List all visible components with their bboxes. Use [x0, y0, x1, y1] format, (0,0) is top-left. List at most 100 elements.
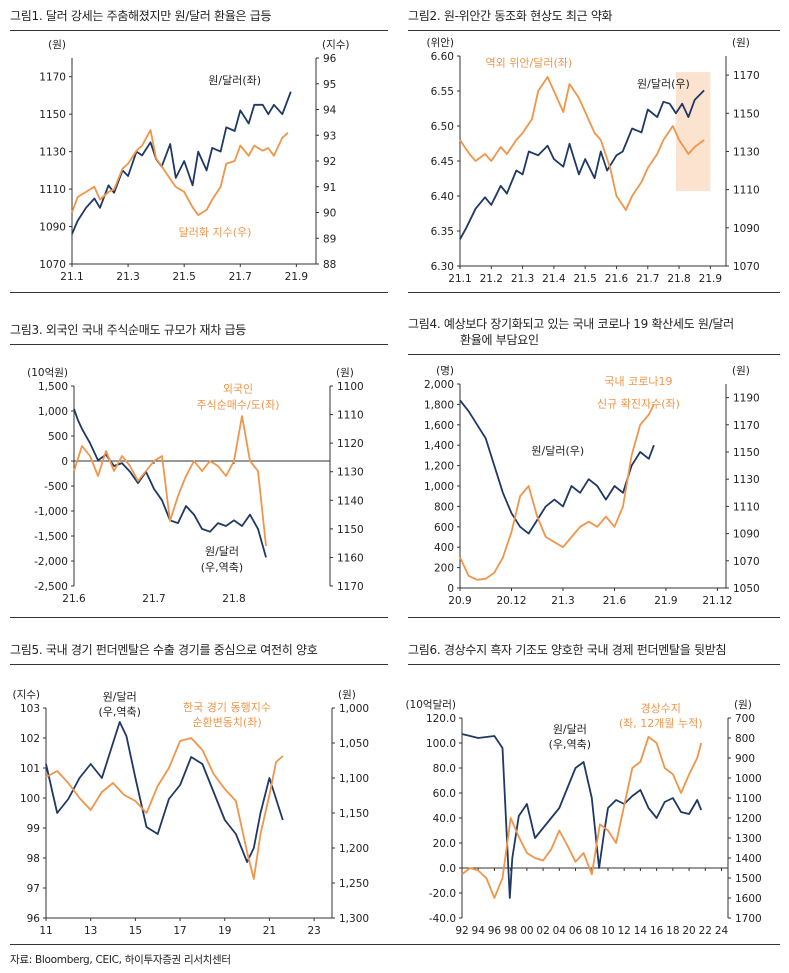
right-tick-label: 1,250	[339, 878, 369, 890]
right-unit-label: (원)	[336, 367, 354, 379]
series-label: 원/달러	[103, 691, 137, 704]
right-tick-label: 1100	[337, 381, 364, 393]
right-tick-label: 700	[735, 713, 755, 725]
x-tick-label: 21.9	[654, 595, 677, 607]
left-tick-label: 40.0	[433, 813, 456, 825]
right-tick-label: 1300	[735, 833, 762, 845]
left-tick-label: 102	[20, 733, 40, 745]
right-tick-label: 1130	[337, 467, 364, 479]
left-tick-label: -2,500	[34, 581, 68, 593]
series-label: 원/달러	[205, 545, 239, 558]
right-tick-label: 1070	[733, 261, 760, 273]
series-line-orange	[461, 735, 703, 899]
x-tick-label: 20.12	[496, 595, 526, 607]
x-tick-label: 21.3	[116, 271, 139, 283]
right-tick-label: 1,150	[339, 808, 369, 820]
left-tick-label: 800	[434, 501, 454, 513]
chart-fig2: 6.30 6.35 6.40 6.45 6.50 6.55 6.60 1070 1090 1110…	[426, 36, 760, 285]
left-tick-label: 2,000	[424, 379, 454, 391]
series-line-orange	[459, 403, 655, 581]
right-tick-label: 91	[323, 182, 336, 194]
right-tick-label: 1090	[733, 529, 760, 541]
chart-title-line2: 환율에 부담요인	[460, 333, 539, 347]
x-tick-label: 22	[699, 925, 712, 937]
left-unit-label: (위안)	[426, 36, 454, 49]
chart-title: 그림4. 예상보다 장기화되고 있는 국내 코로나 19 확산세도 원/달러 환…	[408, 316, 734, 348]
left-tick-label: 20.0	[433, 838, 456, 850]
left-tick-label: 6.40	[431, 191, 454, 203]
title-rule	[10, 664, 388, 665]
right-tick-label: 1070	[733, 556, 760, 568]
title-rule	[408, 664, 780, 665]
right-tick-label: 92	[323, 156, 336, 168]
chart-title: 그림6. 경상수지 흑자 기조도 양호한 국내 경제 펀더멘탈을 뒷받침	[408, 643, 727, 657]
x-tick-label: 21.8	[222, 593, 245, 605]
series-label: 신규 확진자수(좌)	[597, 397, 680, 410]
highlight-region	[675, 72, 711, 192]
left-tick-label: 0	[61, 456, 68, 468]
x-tick-label: 21.3	[511, 273, 534, 285]
left-tick-label: 100	[20, 793, 40, 805]
x-tick-label: 19	[218, 925, 231, 937]
right-tick-label: 1110	[337, 410, 364, 422]
right-tick-label: 1110	[733, 185, 760, 197]
right-tick-label: 1,050	[339, 738, 369, 750]
left-tick-label: 6.45	[431, 156, 454, 168]
left-tick-label: 60.0	[433, 788, 456, 800]
series-line-navy	[459, 399, 655, 535]
left-unit-label: (10억달러)	[405, 699, 456, 711]
left-tick-label: 1,800	[424, 399, 454, 411]
left-tick-label: 97	[27, 883, 40, 895]
series-label: (우,역축)	[549, 738, 591, 751]
panel-fig4: 그림4. 예상보다 장기화되고 있는 국내 코로나 19 확산세도 원/달러 환…	[408, 316, 780, 622]
x-tick-label: 21.12	[702, 595, 732, 607]
right-tick-label: 1600	[735, 893, 762, 905]
right-unit-label: (지수)	[322, 39, 350, 51]
left-tick-label: 98	[27, 853, 40, 865]
right-tick-label: 1150	[733, 108, 760, 120]
series-label: 경상수지	[640, 702, 680, 715]
right-tick-label: 1110	[733, 501, 760, 513]
x-tick-label: 21.1	[448, 273, 471, 285]
x-tick-label: 17	[173, 925, 186, 937]
right-tick-label: 95	[323, 79, 336, 91]
right-tick-label: 93	[323, 130, 336, 142]
chart-title-line1: 그림4. 예상보다 장기화되고 있는 국내 코로나 19 확산세도 원/달러	[408, 317, 734, 331]
x-tick-label: 21.7	[636, 273, 659, 285]
left-tick-label: 1,000	[424, 481, 454, 493]
x-tick-label: 98	[504, 925, 517, 937]
series-label: 원/달러(좌)	[208, 74, 261, 87]
left-tick-label: 96	[27, 913, 41, 925]
x-tick-label: 10	[601, 925, 614, 937]
x-tick-label: 14	[634, 925, 648, 937]
x-tick-label: 16	[650, 925, 664, 937]
right-tick-label: 1130	[733, 146, 760, 158]
series-label: 한국 경기 동행지수	[183, 701, 271, 714]
panel-fig6: 그림6. 경상수지 흑자 기조도 양호한 국내 경제 펀더멘탈을 뒷받침 -40…	[405, 642, 780, 942]
x-tick-label: 04	[553, 925, 567, 937]
left-tick-label: 6.30	[431, 261, 454, 273]
series-label: 국내 코로나19	[604, 375, 672, 388]
right-tick-label: 1,200	[339, 843, 369, 855]
panel-fig3: 그림3. 외국인 국내 주식순매도 규모가 재차 급등 -2,500 -2,000…	[10, 322, 388, 622]
series-label: 원/달러	[553, 723, 587, 736]
right-unit-label: (원)	[732, 37, 750, 49]
bottom-rule	[10, 292, 388, 293]
left-tick-label: 1,000	[38, 406, 68, 418]
panel-fig2: 그림2. 원-위안간 동조화 현상도 최근 약화 6.30 6.35 6.40 6.4…	[408, 8, 780, 298]
right-tick-label: 1200	[735, 813, 762, 825]
left-tick-label: 1170	[39, 72, 66, 84]
chart-title: 그림5. 국내 경기 펀더멘탈은 수출 경기를 중심으로 여전히 양호	[10, 643, 318, 657]
x-tick-label: 11	[39, 925, 52, 937]
chart-fig6: -40.0 -20.0 0.0 20.0 40.0 60.0 80.0 100.0 120.0 7…	[405, 699, 762, 937]
bottom-rule	[10, 617, 388, 618]
left-unit-label: (명)	[436, 365, 454, 377]
right-unit-label: (원)	[732, 365, 750, 377]
left-tick-label: 0	[447, 583, 454, 595]
series-line-navy	[459, 89, 705, 240]
x-tick-label: 21.6	[603, 595, 627, 607]
left-tick-label: 1130	[39, 147, 66, 159]
left-tick-label: 99	[27, 823, 40, 835]
right-tick-label: 1400	[735, 853, 762, 865]
x-tick-label: 15	[129, 925, 142, 937]
